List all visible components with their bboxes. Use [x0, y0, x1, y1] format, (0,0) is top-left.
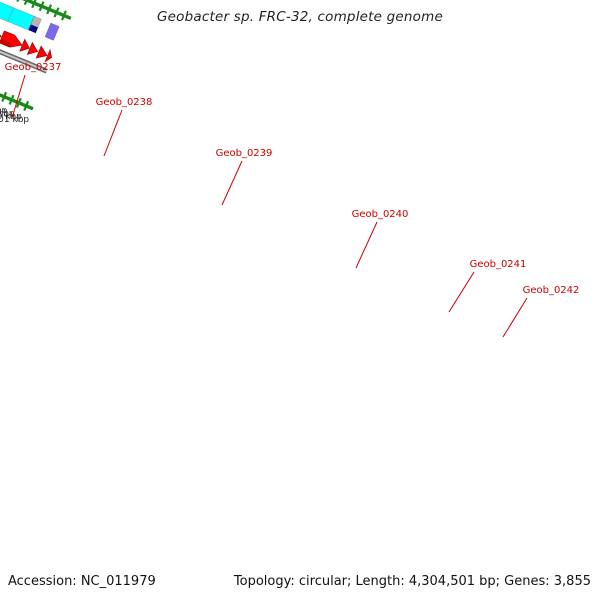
- genome-title: Geobacter sp. FRC-32, complete genome: [156, 9, 443, 25]
- gene-callout-line: [448, 271, 475, 313]
- gene-label: Geob_0241: [470, 259, 527, 270]
- gene-label: Geob_0240: [352, 209, 409, 220]
- accession-text: Accession: NC_011979: [8, 574, 156, 589]
- cds-arrow: [44, 48, 52, 63]
- gene-callout-line: [355, 221, 378, 269]
- cds-arrow-shade: [0, 39, 12, 48]
- cds-arrow-shade: [19, 47, 22, 52]
- position-label: 301 kbp: [0, 115, 29, 125]
- gene-callout-line: [221, 160, 243, 206]
- cds-arrow: [19, 38, 30, 52]
- cds-arrow: [35, 45, 48, 59]
- outer-tick-track: [16, 0, 72, 21]
- cds-arrow: [0, 34, 2, 38]
- cds-track: [0, 30, 52, 63]
- outer-minor-tick: [68, 16, 72, 20]
- gene-label: Geob_0237: [5, 62, 62, 73]
- gene-feature: [0, 1, 14, 22]
- gene-track: [0, 1, 60, 41]
- cds-arrow: [0, 30, 23, 48]
- cds-arrow-shade: [27, 50, 29, 55]
- cds-arrow: [26, 41, 39, 55]
- gene-label-layer: 292 kbp293 kbp294 kbp295 kbp296 kbp297 k…: [0, 62, 580, 338]
- gene-feature-inner: [28, 24, 38, 33]
- position-label: 298 kbp: [0, 106, 8, 116]
- genome-summary-text: Topology: circular; Length: 4,304,501 bp…: [233, 574, 591, 589]
- outer-major-tick: [16, 0, 20, 3]
- gene-feature: [44, 22, 60, 41]
- gene-label: Geob_0239: [216, 148, 273, 159]
- backbone-highlight: [0, 50, 48, 73]
- gene-label: Geob_0242: [523, 285, 580, 296]
- gene-callout-line: [11, 74, 26, 119]
- position-label: 299 kbp: [0, 109, 15, 119]
- position-label: 300 kbp: [0, 112, 22, 122]
- inner-tick-track: [0, 91, 34, 111]
- genome-backbone: [0, 49, 48, 74]
- gene-callout-line: [502, 297, 528, 338]
- inner-minor-tick: [30, 106, 34, 111]
- gene-feature: [7, 7, 35, 31]
- gene-callout-line: [103, 109, 123, 157]
- gene-label: Geob_0238: [96, 97, 153, 108]
